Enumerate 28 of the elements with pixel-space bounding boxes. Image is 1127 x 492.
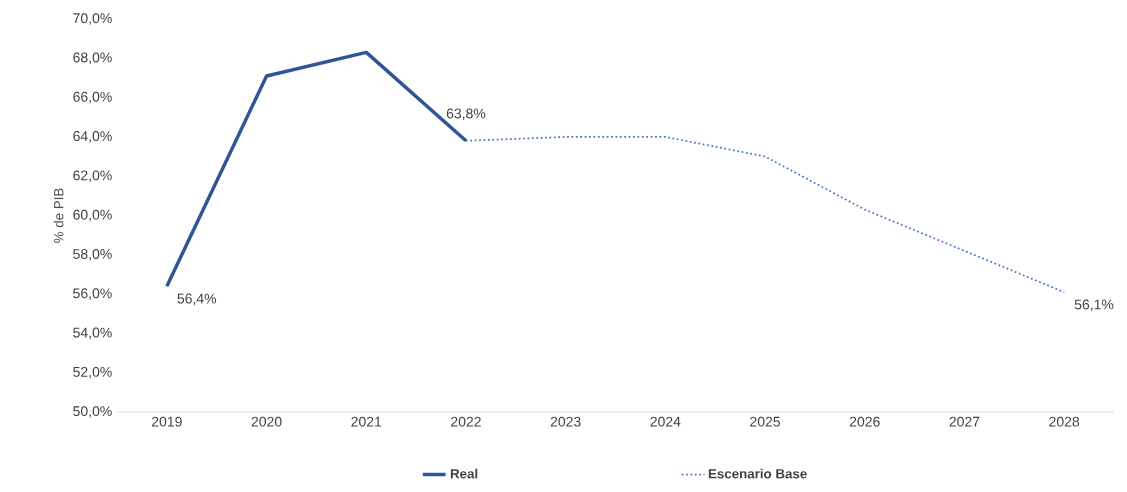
x-tick-label: 2020 xyxy=(251,416,282,427)
x-tick-label: 2024 xyxy=(650,416,681,427)
y-tick-label: 56,0% xyxy=(73,288,112,300)
x-tick-label: 2026 xyxy=(849,416,880,427)
data-label: 56,1% xyxy=(1074,299,1114,312)
y-tick-label: 62,0% xyxy=(73,170,112,182)
y-tick-label: 60,0% xyxy=(73,209,112,222)
y-tick-label: 52,0% xyxy=(73,366,112,379)
y-tick-label: 50,0% xyxy=(73,406,112,418)
x-tick-label: 2019 xyxy=(152,416,182,427)
x-tick-label: 2022 xyxy=(451,416,481,427)
x-tick-label: 2021 xyxy=(351,416,382,427)
y-tick-label: 58,0% xyxy=(73,249,112,261)
data-label: 63,8% xyxy=(446,108,486,121)
legend-label: Real xyxy=(450,468,478,479)
x-tick-label: 2023 xyxy=(550,416,581,427)
y-tick-label: 64,0% xyxy=(73,131,112,143)
y-axis-title: % de PIB xyxy=(53,188,64,243)
x-tick-label: 2025 xyxy=(750,416,781,427)
y-tick-label: 70,0% xyxy=(73,13,112,25)
y-tick-label: 66,0% xyxy=(73,91,112,104)
x-tick-label: 2027 xyxy=(949,416,980,427)
line-series xyxy=(465,136,1066,293)
data-label: 56,4% xyxy=(177,293,217,306)
y-tick-label: 68,0% xyxy=(73,52,112,65)
legend-label: Escenario Base xyxy=(708,468,807,479)
x-tick-label: 2028 xyxy=(1049,416,1080,427)
y-tick-label: 54,0% xyxy=(73,327,112,340)
